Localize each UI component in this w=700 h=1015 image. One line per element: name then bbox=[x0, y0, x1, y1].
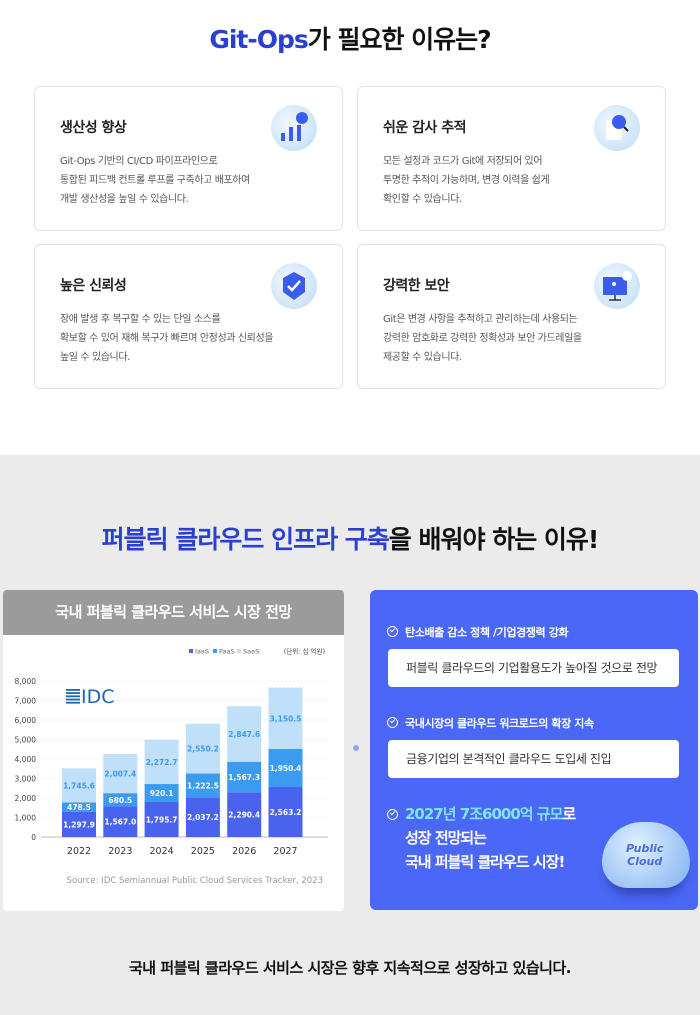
x-tick-label: 2024 bbox=[150, 846, 174, 857]
legend-label: IaaS bbox=[195, 648, 209, 656]
data-label: 1,567.0 bbox=[104, 818, 136, 827]
card-security: 강력한 보안 Git은 변경 사항을 추적하고 관리하는데 사용되는 강력한 암… bbox=[357, 244, 666, 389]
card-title: 쉬운 감사 추적 bbox=[383, 120, 467, 136]
y-tick-label: 2,000 bbox=[15, 794, 37, 803]
card-desc: Git-Ops 기반의 CI/CD 파이프라인으로 통합된 피드백 컨트롤 루프… bbox=[60, 156, 250, 205]
bar-paas bbox=[103, 793, 138, 807]
y-tick-label: 1,000 bbox=[15, 814, 37, 823]
card-title: 높은 신뢰성 bbox=[60, 278, 127, 294]
data-label: 1,950.4 bbox=[270, 764, 302, 773]
bar-paas bbox=[227, 761, 262, 793]
data-label: 2,847.6 bbox=[228, 730, 260, 739]
monitor-lock-icon bbox=[594, 263, 640, 309]
x-tick-label: 2022 bbox=[67, 846, 91, 857]
data-label: 2,290.4 bbox=[228, 811, 260, 820]
legend-swatch bbox=[189, 649, 193, 653]
data-label: 3,150.5 bbox=[270, 714, 302, 723]
data-label: 2,007.4 bbox=[104, 770, 136, 779]
data-label: 2,272.7 bbox=[146, 758, 178, 767]
card-desc: 장애 발생 후 복구할 수 있는 단일 소스를 확보할 수 있어 재해 복구가 … bbox=[60, 314, 274, 363]
document-search-icon bbox=[594, 105, 640, 151]
data-label: 1,745.6 bbox=[63, 781, 95, 790]
market-chart-panel: 국내 퍼블릭 클라우드 서비스 시장 전망 0 1,000 2,000 3,000 4,… bbox=[3, 590, 344, 911]
y-tick-label: 7,000 bbox=[15, 697, 37, 706]
y-tick-label: 0 bbox=[31, 833, 36, 842]
point-label: 국내시장의 클라우드 워크로드의 확장 지속 bbox=[387, 715, 594, 731]
check-circle-icon bbox=[387, 717, 398, 728]
bar-paas bbox=[185, 773, 220, 798]
bar-iaas bbox=[103, 806, 138, 837]
footer-text: 국내 퍼블릭 클라우드 서비스 시장은 향후 지속적으로 성장하고 있습니다. bbox=[129, 959, 571, 977]
check-circle-icon bbox=[387, 809, 398, 820]
bar-iaas bbox=[62, 811, 96, 837]
x-tick-label: 2026 bbox=[232, 846, 256, 857]
bar-saas bbox=[103, 754, 138, 794]
connector-dot bbox=[353, 745, 359, 751]
bar-chart-icon bbox=[271, 105, 317, 151]
x-tick-label: 2023 bbox=[108, 846, 132, 857]
bar-iaas bbox=[227, 792, 262, 837]
card-title: 생산성 향상 bbox=[60, 120, 127, 136]
legend-swatch bbox=[213, 649, 217, 653]
data-label: 2,550.2 bbox=[187, 745, 219, 754]
cloud-title: 퍼블릭 클라우드 인프라 구축을 배워야 하는 이유! bbox=[101, 525, 600, 554]
legend-label: PaaS bbox=[219, 648, 235, 656]
gitops-title: Git-Ops가 필요한 이유는? bbox=[209, 25, 491, 54]
chart-source: Source: IDC Semiannual Public Cloud Serv… bbox=[67, 876, 323, 886]
shield-check-icon bbox=[271, 263, 317, 309]
y-tick-label: 4,000 bbox=[15, 755, 37, 764]
point-label: 탄소배출 감소 정책 /기업경쟁력 강화 bbox=[387, 624, 569, 640]
data-label: 1,297.9 bbox=[63, 820, 95, 829]
card-reliability: 높은 신뢰성 장애 발생 후 복구할 수 있는 단일 소스를 확보할 수 있어 … bbox=[34, 244, 343, 389]
cloud-label: Public Cloud bbox=[626, 842, 664, 868]
reasons-panel: 탄소배출 감소 정책 /기업경쟁력 강화 퍼블릭 클라우드의 기업활용도가 높아… bbox=[370, 590, 698, 910]
data-label: 1,567.3 bbox=[228, 773, 260, 782]
idc-logo bbox=[66, 689, 80, 704]
x-tick-label: 2027 bbox=[273, 846, 297, 857]
point-box: 퍼블릭 클라우드의 기업활용도가 높아질 것으로 전망 bbox=[388, 649, 679, 687]
bar-iaas bbox=[268, 787, 303, 837]
data-label: 1,795.7 bbox=[146, 815, 178, 824]
market-chart: 0 1,000 2,000 3,000 4,000 5,000 6,000 7,000 8,00… bbox=[15, 647, 328, 886]
x-tick-label: 2025 bbox=[191, 846, 215, 857]
bar-saas bbox=[144, 739, 179, 785]
card-audit: 쉬운 감사 추적 모든 설정과 코드가 Git에 저장되어 있어 투명한 추적이… bbox=[357, 86, 666, 231]
data-label: 2,037.2 bbox=[187, 813, 219, 822]
y-tick-label: 6,000 bbox=[15, 716, 37, 725]
highlight-text: 2027년 7조6000억 규모로 성장 전망되는 국내 퍼블릭 클라우드 시장… bbox=[387, 802, 576, 874]
data-label: 920.1 bbox=[150, 789, 174, 798]
bar-saas bbox=[227, 706, 262, 762]
unit-label: (단위: 십 억원) bbox=[284, 647, 325, 656]
y-tick-label: 8,000 bbox=[15, 677, 37, 686]
legend-swatch bbox=[237, 649, 241, 653]
card-desc: Git은 변경 사항을 추적하고 관리하는데 사용되는 강력한 암호화로 강력한… bbox=[383, 314, 582, 363]
y-tick-label: 5,000 bbox=[15, 736, 37, 745]
data-label: 2,563.2 bbox=[270, 808, 302, 817]
bar-iaas bbox=[144, 801, 179, 837]
y-tick-label: 3,000 bbox=[15, 775, 37, 784]
bar-paas bbox=[268, 748, 303, 788]
chart-header: 국내 퍼블릭 클라우드 서비스 시장 전망 bbox=[3, 590, 344, 635]
data-label: 478.5 bbox=[67, 803, 91, 812]
public-cloud-icon: Public Cloud bbox=[602, 822, 690, 888]
legend-label: SaaS bbox=[243, 648, 259, 656]
bar-saas bbox=[62, 768, 96, 803]
bar-paas bbox=[144, 784, 179, 802]
bar-paas bbox=[62, 802, 96, 812]
check-circle-icon bbox=[387, 626, 398, 637]
bar-iaas bbox=[185, 797, 220, 837]
point-box: 금융기업의 본격적인 클라우드 도입세 진입 bbox=[388, 740, 679, 778]
idc-logo-text: IDC bbox=[81, 686, 115, 708]
data-label: 680.5 bbox=[108, 796, 132, 805]
card-productivity: 생산성 향상 Git-Ops 기반의 CI/CD 파이프라인으로 통합된 피드백… bbox=[34, 86, 343, 231]
card-title: 강력한 보안 bbox=[383, 278, 450, 294]
bar-saas bbox=[185, 723, 220, 774]
card-desc: 모든 설정과 코드가 Git에 저장되어 있어 투명한 추적이 가능하며, 변경… bbox=[383, 156, 550, 205]
data-label: 1,222.5 bbox=[187, 781, 219, 790]
bar-saas bbox=[268, 687, 303, 749]
